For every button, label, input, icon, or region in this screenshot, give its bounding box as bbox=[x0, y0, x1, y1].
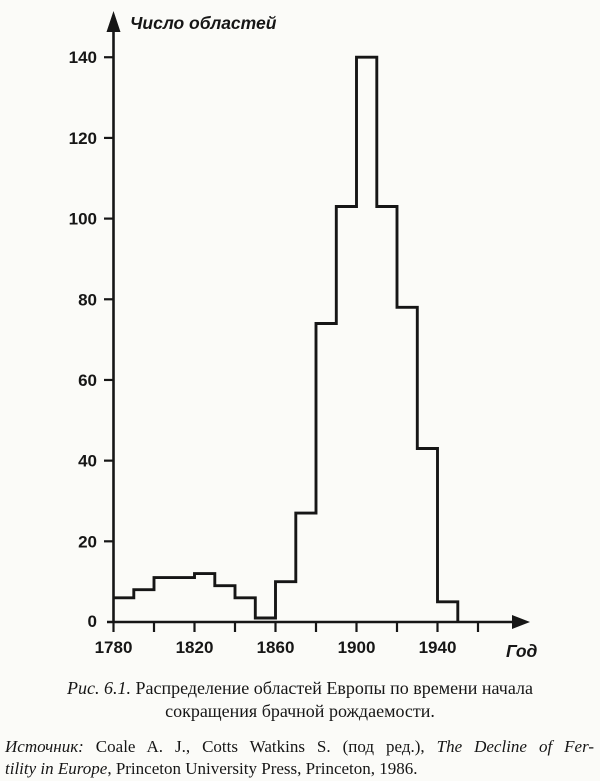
y-tick-label: 40 bbox=[78, 452, 97, 471]
x-axis-arrow bbox=[512, 615, 530, 629]
source-line2-italic-title: tility in Europe bbox=[5, 759, 108, 778]
x-tick-label: 1820 bbox=[176, 638, 214, 657]
fertility-decline-histogram: 1780 1820 1860 1900 1940 20 40 60 80 100 120 140 0 Чи… bbox=[69, 11, 538, 661]
x-tick-label: 1900 bbox=[338, 638, 376, 657]
histogram-series-outline bbox=[113, 55, 460, 622]
y-tick-label: 100 bbox=[69, 210, 97, 229]
x-tick-label: 1940 bbox=[419, 638, 457, 657]
source-line-2: tility in Europe, Princeton University P… bbox=[5, 758, 594, 780]
y-tick-label: 140 bbox=[69, 48, 97, 67]
source-line2-roman: , Princeton University Press, Princeton,… bbox=[107, 759, 418, 778]
y-tick-label: 80 bbox=[78, 290, 97, 309]
source-note: Источник: Coale A. J., Cotts Watkins S. … bbox=[5, 736, 594, 780]
x-tick-label: 1860 bbox=[257, 638, 295, 657]
source-label: Источник: bbox=[5, 737, 84, 756]
y-tick-label-zero: 0 bbox=[88, 612, 97, 631]
source-line-1: Источник: Coale A. J., Cotts Watkins S. … bbox=[5, 736, 594, 758]
y-axis-arrow bbox=[106, 11, 121, 32]
source-line1-italic-title: The Decline of Fer- bbox=[436, 737, 595, 756]
caption-text-line1: Распределение областей Европы по времени… bbox=[131, 678, 533, 698]
x-axis-title: Год bbox=[506, 641, 538, 661]
y-tick-label: 120 bbox=[69, 129, 97, 148]
figure-caption: Рис. 6.1. Распределение областей Европы … bbox=[0, 677, 600, 723]
source-line1-roman: Coale A. J., Cotts Watkins S. (под ред.)… bbox=[83, 737, 437, 756]
caption-line-1: Рис. 6.1. Распределение областей Европы … bbox=[0, 677, 600, 700]
y-tick-label: 60 bbox=[78, 371, 97, 390]
y-axis-title: Число областей bbox=[130, 13, 277, 33]
y-tick-label: 20 bbox=[78, 532, 97, 551]
caption-text-line2: сокращения брачной рождаемости. bbox=[165, 701, 435, 721]
figure-number-label: Рис. 6.1. bbox=[67, 678, 131, 698]
x-tick-label: 1780 bbox=[95, 638, 133, 657]
